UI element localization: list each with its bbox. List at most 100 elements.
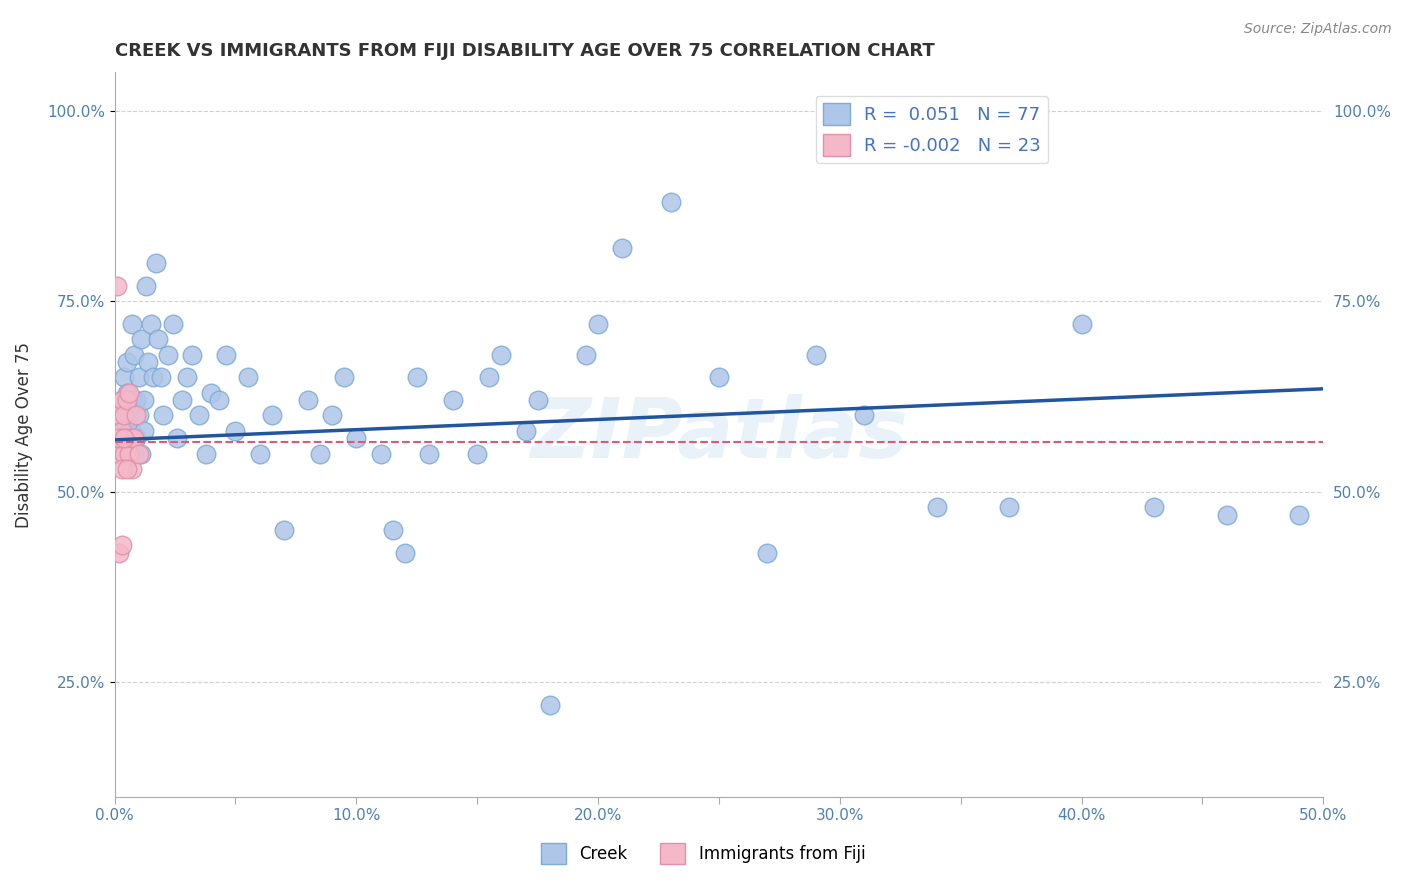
- Point: [1361, 774, 1384, 789]
- Point: [122, 347, 145, 361]
- Text: ZIPatlas: ZIPatlas: [530, 394, 908, 475]
- Point: [146, 332, 169, 346]
- Point: [129, 332, 152, 346]
- Point: [215, 347, 238, 361]
- Point: [707, 370, 730, 384]
- Point: [1288, 508, 1310, 522]
- Point: [166, 431, 188, 445]
- Point: [172, 393, 194, 408]
- Point: [125, 431, 148, 445]
- Legend: Creek, Immigrants from Fiji: Creek, Immigrants from Fiji: [534, 837, 872, 871]
- Point: [128, 409, 150, 423]
- Point: [370, 447, 392, 461]
- Point: [405, 370, 427, 384]
- Point: [115, 385, 138, 400]
- Point: [441, 393, 464, 408]
- Point: [121, 424, 143, 438]
- Point: [925, 500, 948, 514]
- Point: [111, 393, 134, 408]
- Point: [121, 393, 143, 408]
- Point: [538, 698, 561, 713]
- Point: [394, 546, 416, 560]
- Point: [309, 447, 332, 461]
- Point: [132, 393, 155, 408]
- Legend: R =  0.051   N = 77, R = -0.002   N = 23: R = 0.051 N = 77, R = -0.002 N = 23: [815, 96, 1049, 163]
- Point: [115, 355, 138, 369]
- Point: [121, 431, 143, 445]
- Point: [195, 447, 218, 461]
- Point: [200, 385, 222, 400]
- Point: [135, 279, 157, 293]
- Point: [145, 256, 167, 270]
- Point: [108, 447, 131, 461]
- Point: [121, 317, 143, 331]
- Point: [115, 462, 138, 476]
- Point: [756, 546, 779, 560]
- Point: [111, 538, 134, 552]
- Point: [112, 370, 135, 384]
- Point: [112, 447, 135, 461]
- Point: [612, 241, 634, 255]
- Point: [236, 370, 259, 384]
- Point: [122, 447, 145, 461]
- Point: [162, 317, 184, 331]
- Point: [575, 347, 598, 361]
- Point: [105, 431, 128, 445]
- Point: [297, 393, 319, 408]
- Point: [804, 347, 827, 361]
- Point: [111, 462, 134, 476]
- Point: [108, 546, 131, 560]
- Point: [128, 447, 150, 461]
- Point: [125, 409, 148, 423]
- Point: [125, 393, 148, 408]
- Point: [138, 355, 160, 369]
- Point: [478, 370, 501, 384]
- Point: [128, 370, 150, 384]
- Point: [111, 393, 134, 408]
- Point: [152, 409, 174, 423]
- Point: [115, 393, 138, 408]
- Point: [121, 462, 143, 476]
- Point: [115, 431, 138, 445]
- Point: [344, 431, 367, 445]
- Point: [526, 393, 548, 408]
- Point: [122, 431, 145, 445]
- Point: [418, 447, 440, 461]
- Point: [998, 500, 1021, 514]
- Point: [176, 370, 198, 384]
- Point: [112, 409, 135, 423]
- Point: [852, 409, 875, 423]
- Point: [586, 317, 609, 331]
- Point: [1215, 508, 1237, 522]
- Point: [1143, 500, 1166, 514]
- Point: [118, 447, 141, 461]
- Point: [515, 424, 537, 438]
- Point: [132, 424, 155, 438]
- Point: [108, 431, 131, 445]
- Point: [149, 370, 172, 384]
- Point: [112, 424, 135, 438]
- Point: [491, 347, 513, 361]
- Point: [465, 447, 488, 461]
- Point: [181, 347, 204, 361]
- Point: [111, 424, 134, 438]
- Point: [224, 424, 246, 438]
- Point: [118, 409, 141, 423]
- Point: [118, 424, 141, 438]
- Text: Source: ZipAtlas.com: Source: ZipAtlas.com: [1244, 22, 1392, 37]
- Point: [139, 317, 162, 331]
- Point: [260, 409, 283, 423]
- Point: [129, 447, 152, 461]
- Point: [108, 409, 131, 423]
- Point: [142, 370, 165, 384]
- Point: [118, 385, 141, 400]
- Point: [112, 431, 135, 445]
- Point: [1070, 317, 1092, 331]
- Point: [333, 370, 356, 384]
- Text: CREEK VS IMMIGRANTS FROM FIJI DISABILITY AGE OVER 75 CORRELATION CHART: CREEK VS IMMIGRANTS FROM FIJI DISABILITY…: [115, 42, 935, 60]
- Point: [273, 523, 295, 537]
- Point: [105, 279, 128, 293]
- Point: [156, 347, 179, 361]
- Y-axis label: Disability Age Over 75: Disability Age Over 75: [15, 342, 32, 527]
- Point: [207, 393, 229, 408]
